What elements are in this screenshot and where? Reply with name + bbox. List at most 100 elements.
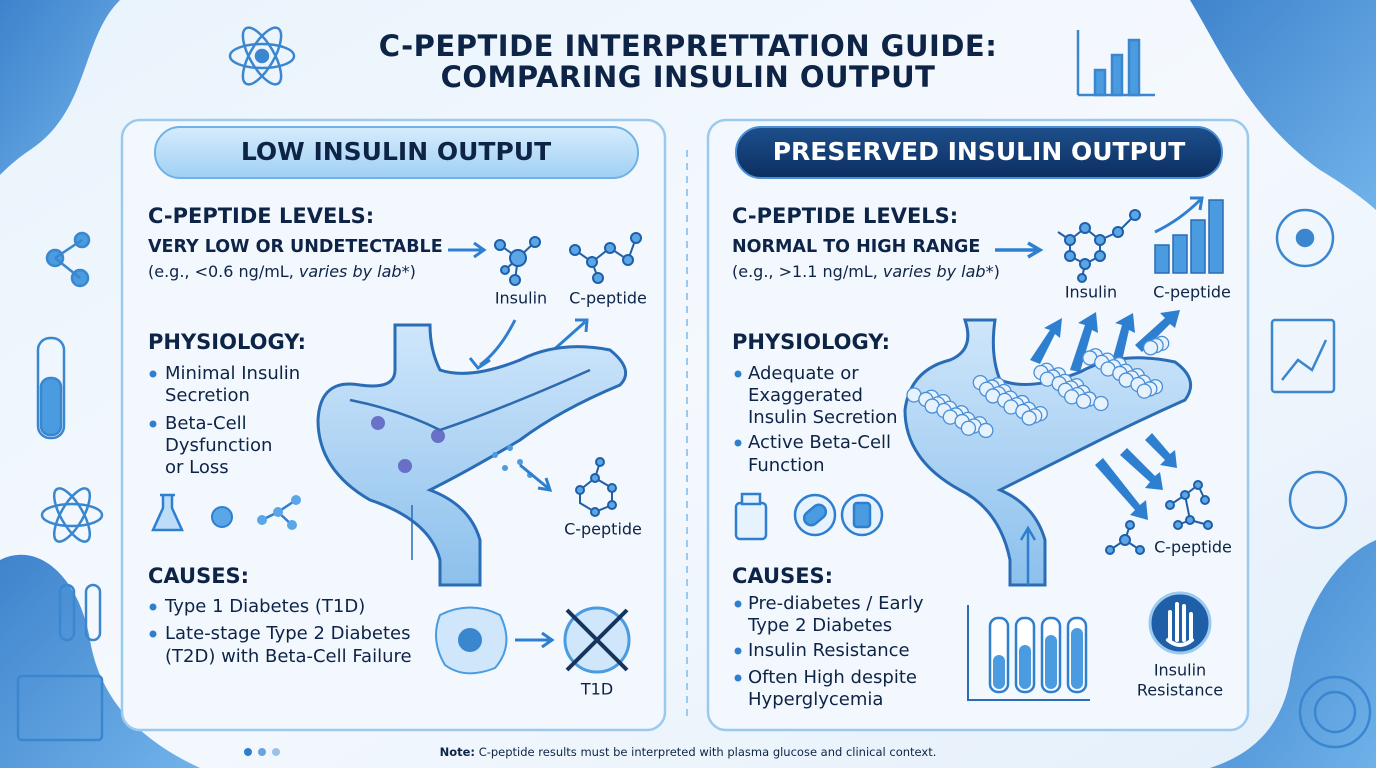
decor-circle [1185,515,1195,525]
decor-circle [622,254,634,266]
decor-path [565,608,629,672]
decor-path [316,323,628,587]
decor-circle [1295,228,1315,248]
decor-circle [458,628,482,652]
icon-label: T1D [580,680,613,699]
decor-ellipse [52,487,92,543]
decor-rect [58,583,76,642]
range-note: varies by lab* [883,262,994,281]
decor-path [1030,318,1062,364]
beta-cell [1142,340,1159,356]
decor-rect [1154,244,1170,274]
beta-cell [978,422,994,439]
decor-path [1281,339,1328,381]
bullet-line: Dysfunction [165,435,272,456]
decor-circle [1064,234,1076,246]
decor-path [1070,312,1098,372]
decor-path [1019,525,1037,585]
decor-circle [1112,226,1124,238]
molecule-label: Insulin [1065,283,1117,302]
decor-rect [39,376,63,437]
bullet-line: Type 1 Diabetes (T1D) [164,596,365,617]
range-close: ) [410,262,416,281]
decor-path [448,241,487,259]
decor-circle [607,483,617,493]
decor-g [1057,209,1213,555]
decor-rect [36,336,66,440]
levels-value: NORMAL TO HIGH RANGE [732,237,980,257]
molecule-label: Insulin [495,289,547,308]
decor-circle [575,485,585,495]
icon-label: Resistance [1137,681,1223,700]
decor-rect [1172,234,1188,274]
decor-rect [802,503,828,527]
title-line: COMPARING INSULIN OUTPUT [441,60,936,94]
decor-circle [1298,675,1372,749]
bullet-line: (T2D) with Beta-Cell Failure [165,646,412,667]
decor-circle [1077,273,1087,283]
note-label: Note: [440,745,475,759]
beta-cell [1136,383,1152,399]
bullets [149,370,157,638]
decor-circle [500,265,510,275]
bullet-line: Late-stage Type 2 Diabetes [165,623,411,644]
decor-circle [257,515,267,525]
decor-rect [1110,53,1124,97]
decor-rect [1045,635,1057,689]
levels-heading: C-PEPTIDE LEVELS: [148,204,374,228]
decor-ellipse [52,487,92,543]
decor-path [468,319,517,371]
range-line: (e.g., <0.6 ng/mL, varies by lab*) [148,262,416,281]
decor-circle [1313,690,1357,734]
decor-circle [291,495,301,505]
bullet-line: Insulin Resistance [748,640,910,661]
beta-cell [1075,393,1092,409]
beta-cell [1093,395,1109,412]
decor-rect [1270,318,1336,394]
decor-rect [740,492,762,506]
decor-circle [509,249,527,267]
decor-rect [734,501,768,541]
decor-circle [431,429,445,443]
bullet-line: Secretion [165,385,250,406]
decor-circle [509,274,521,286]
decor-circle [1200,495,1210,505]
bullet-line: or Loss [165,457,229,478]
decor-path [1154,196,1204,234]
decor-circle [1203,520,1213,530]
corner-shape [1210,540,1376,768]
physiology-heading: PHYSIOLOGY: [732,330,890,354]
decor-circle [630,232,642,244]
decor-circle [149,630,157,638]
bullet-line: Function [748,455,825,476]
decor-circle [529,236,541,248]
decor-circle [604,242,616,254]
decor-path [995,241,1044,259]
decor-circle [517,459,523,465]
decor-path [967,605,1090,701]
corner-shape [0,0,120,175]
range-note: varies by lab* [299,262,410,281]
decor-circle [1180,490,1190,500]
decor-circle [590,473,600,483]
decor-circle [595,457,605,467]
levels-value: VERY LOW OR UNDETECTABLE [148,237,443,257]
decor-rect [1071,628,1083,689]
decor-circle [258,748,266,756]
bullet-line: Insulin Secretion [748,407,898,428]
decor-ellipse [228,42,296,70]
title-line: C-PEPTIDE INTERPRETTATION GUIDE: [379,29,998,63]
decor-circle [592,272,604,284]
decor-path [1145,433,1177,468]
decor-circle [1129,209,1141,221]
decor-circle [1064,250,1076,262]
decor-circle [273,507,283,517]
footer-note: Note: C-peptide results must be interpre… [440,745,937,759]
decor-circle [149,370,157,378]
decor-circle [1165,500,1175,510]
molecule-label: C-peptide [1153,283,1231,302]
decor-circle [1105,545,1115,555]
decor-circle [272,748,280,756]
decor-g [906,335,1170,439]
